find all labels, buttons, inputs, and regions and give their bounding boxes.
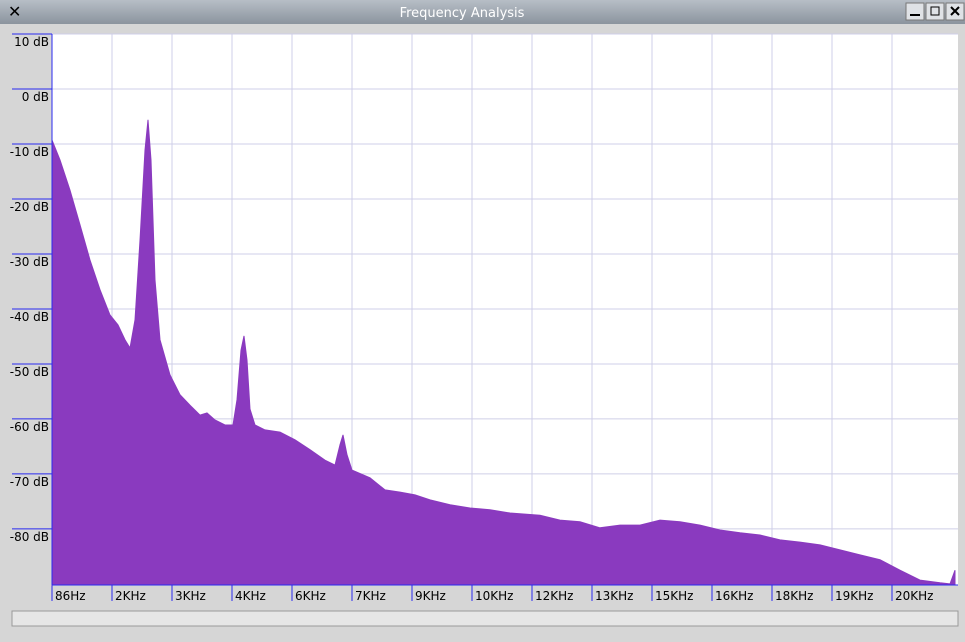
title-bar (0, 0, 965, 24)
x-tick-label: 2KHz (115, 589, 146, 603)
spectrum-area (51, 119, 956, 586)
x-tick-label: 13KHz (595, 589, 633, 603)
x-tick-label: 9KHz (415, 589, 446, 603)
scrollbar[interactable] (11, 610, 959, 627)
y-tick-label: -40 dB (10, 310, 49, 324)
x-tick-label: 86Hz (55, 589, 86, 603)
x-tick-label: 15KHz (655, 589, 693, 603)
maximize-glyph (930, 6, 940, 16)
x-tick-label: 3KHz (175, 589, 206, 603)
window-title: Frequency Analysis (400, 6, 525, 21)
x-tick-label: 16KHz (715, 589, 753, 603)
y-tick-label: 10 dB (14, 35, 49, 49)
minimize-button[interactable] (905, 2, 925, 21)
y-tick-label: -30 dB (10, 255, 49, 269)
y-tick-label: -60 dB (10, 420, 49, 434)
x-tick-label: 10KHz (475, 589, 513, 603)
close-glyph (950, 6, 960, 16)
x-tick-label: 20KHz (895, 589, 933, 603)
x-tick-label: 12KHz (535, 589, 573, 603)
x-tick-label: 4KHz (235, 589, 266, 603)
y-tick-label: -70 dB (10, 475, 49, 489)
y-tick-label: -80 dB (10, 530, 49, 544)
y-tick-label: -50 dB (10, 365, 49, 379)
app-icon: ✕ (8, 2, 21, 21)
x-tick-label: 19KHz (835, 589, 873, 603)
maximize-button[interactable] (925, 2, 945, 21)
x-tick-label: 6KHz (295, 589, 326, 603)
x-tick-label: 18KHz (775, 589, 813, 603)
y-tick-label: -10 dB (10, 145, 49, 159)
y-tick-label: -20 dB (10, 200, 49, 214)
y-tick-label: 0 dB (22, 90, 49, 104)
x-tick-label: 7KHz (355, 589, 386, 603)
plot: 10 dB 0 dB -10 dB -20 dB -30 dB -40 dB -50 dB -… (10, 33, 958, 603)
